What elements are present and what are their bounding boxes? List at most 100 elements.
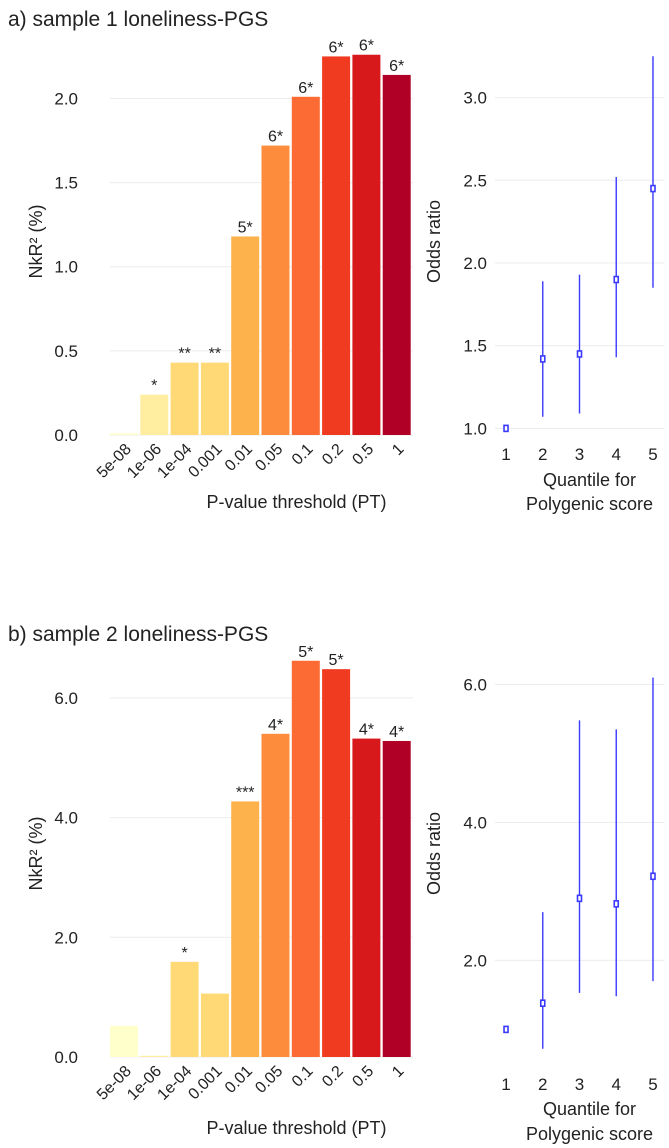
panel-b-or-ytick-label: 2.0 xyxy=(463,951,487,970)
panel-b-bar-xtick-label: 0.2 xyxy=(319,1063,347,1091)
panel-a-or-ytick-label: 1.0 xyxy=(463,419,487,438)
panel-a-or-xlabel: Quantile for xyxy=(543,470,636,490)
panel-a-bar-ytick-label: 1.0 xyxy=(54,258,78,277)
panel-a-or-ytick-label: 3.0 xyxy=(463,89,487,108)
panel-b-or-ylabel: Odds ratio xyxy=(424,812,444,895)
panel-b-bar-xtick-label: 0.5 xyxy=(349,1063,377,1091)
panel-b-bar-xtick-label: 0.05 xyxy=(252,1063,286,1097)
panel-b-bar-bar-label: *** xyxy=(236,784,255,801)
panel-b-or-ytick-label: 4.0 xyxy=(463,813,487,832)
panel-b-or-xtick-label: 2 xyxy=(538,1075,547,1094)
panel-b-bar-ylabel: NkR² (%) xyxy=(26,817,46,891)
panel-a-or-point xyxy=(650,184,656,193)
panel-a-bar-xtick-label: 0.2 xyxy=(319,441,347,469)
panel-a-bar-bar-label: ** xyxy=(209,346,221,363)
panel-a-bar-bar xyxy=(322,56,351,435)
panel-b-bar-ytick-label: 0.0 xyxy=(54,1048,78,1067)
panel-a-or-point xyxy=(503,424,509,433)
panel-b-or-point xyxy=(650,872,656,881)
panel-b-bar-bar-label: 5* xyxy=(298,644,313,661)
panel-a-or-point xyxy=(576,350,583,358)
panel-b-bar-ytick-label: 2.0 xyxy=(54,928,78,947)
panel-a-or-xtick-label: 4 xyxy=(612,445,621,464)
panel-a-or-xlabel: Polygenic score xyxy=(526,494,653,514)
panel-b-bar-bar xyxy=(291,660,320,1057)
panel-b-bar-bar xyxy=(170,961,199,1057)
panel-a-or-xtick-label: 2 xyxy=(538,445,547,464)
panel-b-bar-xtick-label: 0.001 xyxy=(185,1063,225,1103)
panel-a-or-point xyxy=(539,355,546,363)
panel-b-or-xtick-label: 1 xyxy=(501,1075,510,1094)
panel-a-or-xtick-label: 3 xyxy=(575,445,584,464)
panel-a-bar-ytick-label: 0.5 xyxy=(54,342,78,361)
panel-a-bar-title: a) sample 1 loneliness-PGS xyxy=(8,8,268,31)
panel-b-bar-xtick-label: 1e-04 xyxy=(154,1063,195,1104)
panel-b-bar-xlabel: P-value threshold (PT) xyxy=(206,1118,386,1138)
panel-a-or-ytick-label: 1.5 xyxy=(463,337,487,356)
panel-a-bar-bar-label: 6* xyxy=(389,58,404,75)
panel-a-bar-xtick-label: 0.5 xyxy=(349,441,377,469)
panel-a-bar-bar xyxy=(352,54,381,435)
panel-a-bar-bar xyxy=(170,362,199,435)
panel-b-or-xtick-label: 3 xyxy=(575,1075,584,1094)
panel-b-bar-bar xyxy=(322,669,351,1057)
panel-a-or-xtick-label: 1 xyxy=(501,445,510,464)
panel-a-bar-bar xyxy=(261,145,290,435)
panel-a-or-xtick-label: 5 xyxy=(648,445,657,464)
panel-a-bar-xtick-label: 1e-04 xyxy=(154,441,195,482)
panel-b-bar-bar xyxy=(231,801,260,1057)
panel-b-bar-bar xyxy=(140,1055,169,1057)
panel-b-or-xlabel: Polygenic score xyxy=(526,1124,653,1144)
panel-a-bar-bar-label: 6* xyxy=(329,39,344,56)
panel-b-bar-bar-label: 5* xyxy=(329,652,344,669)
panel-a-bar-ytick-label: 0.0 xyxy=(54,426,78,445)
panel-b-bar-xtick-label: 0.01 xyxy=(222,1063,256,1097)
panel-a-bar-bar xyxy=(110,433,138,435)
panel-a-bar-bar-label: ** xyxy=(178,346,190,363)
panel-b-or-ytick-label: 6.0 xyxy=(463,675,487,694)
panel-b-or-point xyxy=(503,1025,509,1034)
panel-a-or-point xyxy=(613,275,620,284)
panel-b-bar-ytick-label: 6.0 xyxy=(54,689,78,708)
panel-a-bar-ytick-label: 1.5 xyxy=(54,174,78,193)
panel-b-bar-bar-label: 4* xyxy=(268,717,283,734)
panel-a-or-ytick-label: 2.5 xyxy=(463,171,487,190)
panel-a-bar-xtick-label: 1 xyxy=(389,441,407,459)
panel-a-bar-xlabel: P-value threshold (PT) xyxy=(206,492,386,512)
panel-b-or-point xyxy=(576,894,583,903)
panel-a-bar-bar xyxy=(140,394,169,435)
panel-a-bar-bar xyxy=(200,362,229,435)
panel-a-bar-bar-label: 6* xyxy=(359,38,374,55)
panel-a-bar-xtick-label: 0.001 xyxy=(185,441,225,481)
panel-b-bar-xtick-label: 1 xyxy=(389,1063,407,1081)
panel-a-bar-bar-label: 6* xyxy=(298,80,313,97)
panel-b-or-xtick-label: 5 xyxy=(648,1075,657,1094)
panel-a-or-ylabel: Odds ratio xyxy=(424,200,444,283)
panel-a-bar-ytick-label: 2.0 xyxy=(54,89,78,108)
panel-b-bar-bar-label: 4* xyxy=(389,724,404,741)
panel-b-bar-ytick-label: 4.0 xyxy=(54,809,78,828)
panel-b-bar-bar xyxy=(110,1025,138,1057)
panel-b-or-point xyxy=(539,999,546,1007)
panel-a-bar-xtick-label: 0.01 xyxy=(222,441,256,475)
panel-a-bar-bar-label: * xyxy=(151,378,157,395)
panel-a-bar-bar xyxy=(291,96,320,435)
panel-b-bar-bar-label: 4* xyxy=(359,722,374,739)
panel-a-bar-bar-label: 5* xyxy=(238,219,253,236)
panel-a-bar-bar xyxy=(231,236,260,435)
panel-b-bar-title: b) sample 2 loneliness-PGS xyxy=(8,623,268,646)
panel-a-bar-xtick-label: 0.05 xyxy=(252,441,286,475)
panel-b-bar-bar-label: * xyxy=(181,945,187,962)
panel-b-bar-bar xyxy=(261,733,290,1057)
panel-b-bar-xtick-label: 0.1 xyxy=(289,1063,317,1091)
panel-a-bar-bar xyxy=(382,74,411,435)
panel-b-bar-bar xyxy=(200,993,229,1057)
panel-b-or-xtick-label: 4 xyxy=(612,1075,621,1094)
panel-a-or-ytick-label: 2.0 xyxy=(463,254,487,273)
panel-a-bar-bar-label: 6* xyxy=(268,129,283,146)
panel-b-bar-bar xyxy=(352,738,381,1057)
panel-a-bar-xtick-label: 0.1 xyxy=(289,441,317,469)
panel-b-or-xlabel: Quantile for xyxy=(543,1099,636,1119)
panel-b-or-point xyxy=(613,900,620,908)
